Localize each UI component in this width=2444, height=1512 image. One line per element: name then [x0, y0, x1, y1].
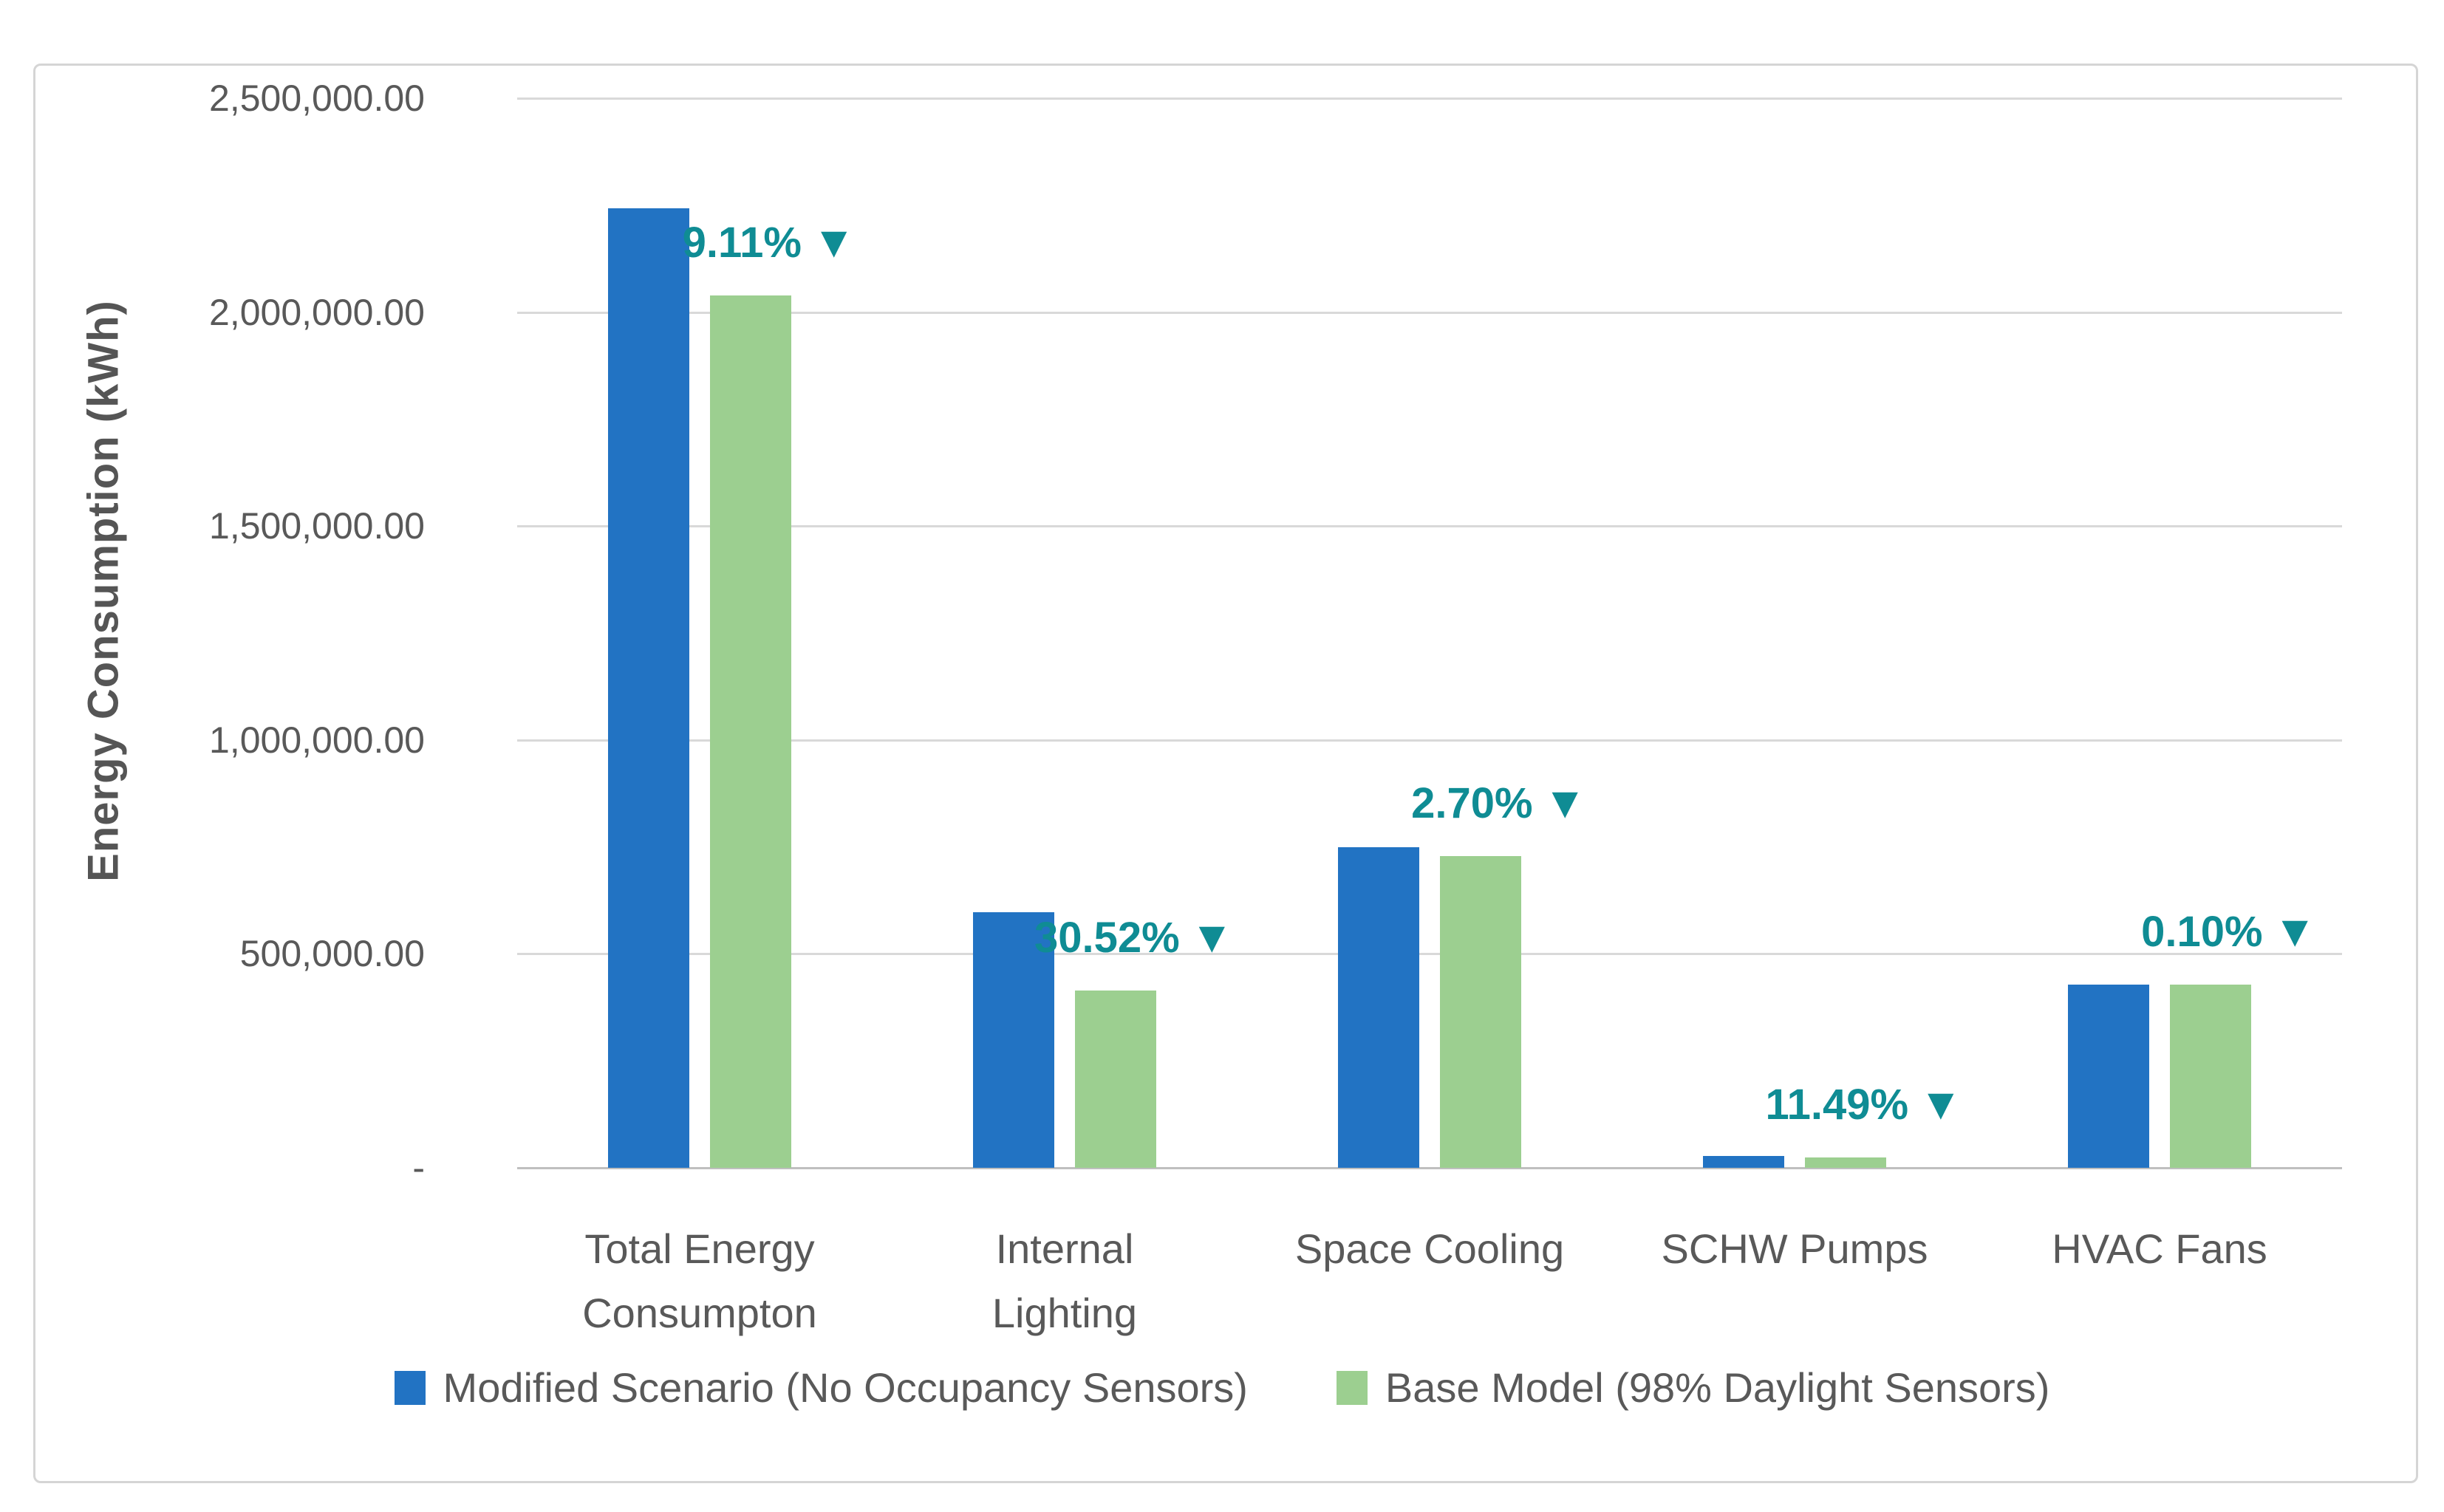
delta-value: 2.70% [1411, 779, 1533, 827]
triangle-down-icon: ▼ [2273, 906, 2317, 957]
category-label: Space Cooling [1294, 1225, 1565, 1272]
delta-annotation: 11.49% ▼ [1766, 1080, 1963, 1129]
legend-item-base-model[interactable]: Base Model (98% Daylight Sensors) [1336, 1364, 2050, 1412]
bar-group: 9.11% ▼ [517, 98, 882, 1168]
delta-annotation: 2.70% ▼ [1411, 779, 1587, 828]
bar-modified-scenario[interactable] [608, 208, 689, 1168]
bar-modified-scenario[interactable] [1338, 846, 1419, 1168]
triangle-down-icon: ▼ [1919, 1078, 1963, 1129]
legend-swatch-icon [1336, 1370, 1368, 1405]
delta-annotation: 0.10% ▼ [2141, 907, 2317, 957]
legend-label: Base Model (98% Daylight Sensors) [1385, 1364, 2050, 1411]
category-label: Total Energy Consumpton [582, 1225, 817, 1336]
bar-base-model[interactable] [1075, 990, 1156, 1168]
delta-annotation: 30.52% ▼ [1034, 913, 1234, 962]
delta-value: 0.10% [2141, 908, 2263, 957]
gridline [517, 311, 2342, 314]
category-label: SCHW Pumps [1661, 1225, 1928, 1272]
gridline [517, 525, 2342, 528]
y-tick-label: 500,000.00 [239, 933, 425, 975]
chart-frame [33, 64, 2418, 1483]
bar-modified-scenario[interactable] [2068, 984, 2149, 1168]
legend-item-modified-scenario[interactable]: Modified Scenario (No Occupancy Sensors) [394, 1364, 1248, 1412]
bar-group: 30.52% ▼ [882, 98, 1247, 1168]
y-tick-label: 1,500,000.00 [209, 505, 425, 547]
gridline [517, 953, 2342, 956]
triangle-down-icon: ▼ [1543, 777, 1587, 827]
category-label: HVAC Fans [2052, 1225, 2267, 1272]
y-tick-label: 1,000,000.00 [209, 719, 425, 761]
legend-label: Modified Scenario (No Occupancy Sensors) [443, 1364, 1248, 1411]
delta-value: 11.49% [1765, 1080, 1909, 1129]
bar-base-model[interactable] [2170, 985, 2251, 1168]
bar-modified-scenario[interactable] [1703, 1156, 1784, 1168]
category-label: Internal Lighting [991, 1225, 1138, 1336]
y-tick-label: - [412, 1147, 425, 1188]
triangle-down-icon: ▼ [1189, 911, 1235, 962]
bar-group: 0.10% ▼ [1977, 98, 2342, 1168]
bar-base-model[interactable] [1805, 1157, 1886, 1168]
bar-group: 11.49% ▼ [1612, 98, 1977, 1168]
triangle-down-icon: ▼ [811, 217, 856, 267]
bar-base-model[interactable] [1440, 855, 1521, 1168]
bar-modified-scenario[interactable] [973, 911, 1054, 1168]
bar-base-model[interactable] [710, 295, 791, 1168]
y-tick-label: 2,500,000.00 [209, 78, 425, 119]
y-axis-title: Energy Consumption (kWh) [79, 300, 128, 882]
legend-swatch-icon [394, 1370, 426, 1405]
delta-value: 9.11% [682, 219, 802, 267]
x-axis-line [517, 1167, 2342, 1169]
gridline [517, 739, 2342, 742]
delta-annotation: 9.11% ▼ [683, 218, 856, 267]
gridline [517, 98, 2342, 100]
legend: Modified Scenario (No Occupancy Sensors)… [0, 1364, 2444, 1412]
y-tick-label: 2,000,000.00 [209, 291, 425, 333]
bar-group: 2.70% ▼ [1247, 98, 1612, 1168]
delta-value: 30.52% [1034, 913, 1180, 962]
